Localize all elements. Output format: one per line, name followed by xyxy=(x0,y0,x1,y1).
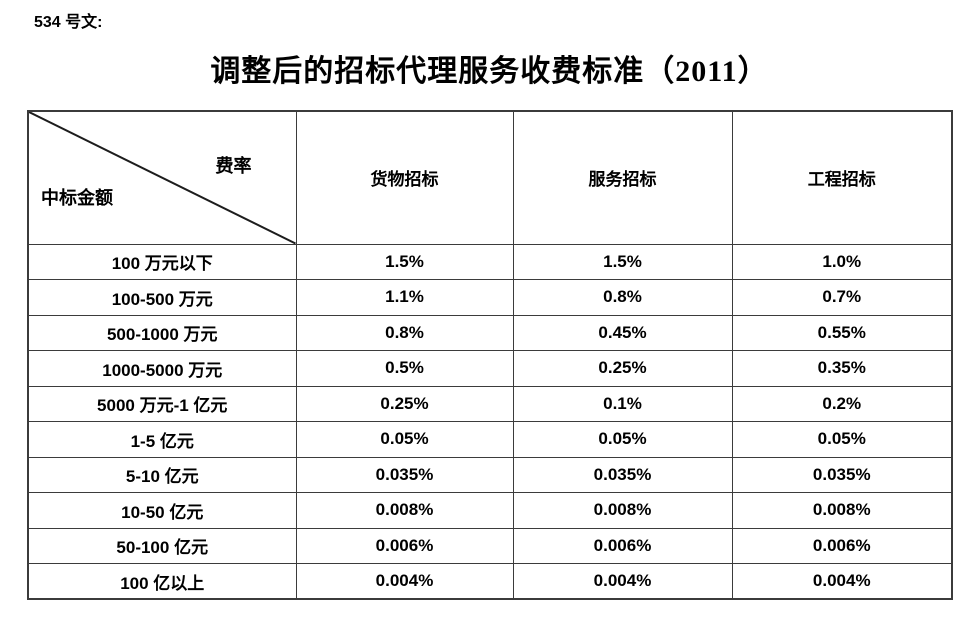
column-header-service-bidding: 服务招标 xyxy=(512,110,733,245)
cell-value: 0.035% xyxy=(512,456,733,493)
cell-value: 1.5% xyxy=(512,243,733,280)
cell-value: 0.004% xyxy=(731,563,953,600)
cell-value: 1.1% xyxy=(295,279,514,316)
cell-value: 0.05% xyxy=(295,421,514,458)
cell-value: 0.2% xyxy=(731,385,953,422)
cell-value: 0.05% xyxy=(512,421,733,458)
cell-value: 1.5% xyxy=(295,243,514,280)
cell-value: 0.008% xyxy=(295,492,514,529)
cell-value: 0.25% xyxy=(295,385,514,422)
cell-value: 0.006% xyxy=(512,527,733,564)
diagonal-divider-line xyxy=(29,112,296,244)
doc-number-label: 534 号文: xyxy=(34,14,103,31)
row-label: 100 亿以上 xyxy=(27,563,297,600)
table-row: 1-5 亿元 0.05% 0.05% 0.05% xyxy=(27,421,953,458)
column-header-engineering-bidding: 工程招标 xyxy=(731,110,953,245)
row-label: 1-5 亿元 xyxy=(27,421,297,458)
row-label: 1000-5000 万元 xyxy=(27,350,297,387)
table-row: 100 亿以上 0.004% 0.004% 0.004% xyxy=(27,563,953,600)
corner-label-rate: 费率 xyxy=(215,156,252,176)
table-header: 费率 中标金额 货物招标 服务招标 工程招标 xyxy=(27,110,953,245)
row-label: 5-10 亿元 xyxy=(27,456,297,493)
row-label: 50-100 亿元 xyxy=(27,527,297,564)
table-row: 1000-5000 万元 0.5% 0.25% 0.35% xyxy=(27,350,953,387)
row-label: 500-1000 万元 xyxy=(27,314,297,351)
corner-label-bid-amount: 中标金额 xyxy=(41,188,113,208)
cell-value: 0.035% xyxy=(731,456,953,493)
row-label: 5000 万元-1 亿元 xyxy=(27,385,297,422)
cell-value: 0.006% xyxy=(731,527,953,564)
row-label: 10-50 亿元 xyxy=(27,492,297,529)
corner-header-cell: 费率 中标金额 xyxy=(27,110,297,245)
cell-value: 0.008% xyxy=(731,492,953,529)
cell-value: 0.45% xyxy=(512,314,733,351)
table-body: 100 万元以下 1.5% 1.5% 1.0% 100-500 万元 1.1% … xyxy=(27,243,953,600)
table-row: 100-500 万元 1.1% 0.8% 0.7% xyxy=(27,279,953,316)
row-label: 100 万元以下 xyxy=(27,243,297,280)
table-row: 5000 万元-1 亿元 0.25% 0.1% 0.2% xyxy=(27,385,953,422)
cell-value: 0.004% xyxy=(512,563,733,600)
cell-value: 0.7% xyxy=(731,279,953,316)
cell-value: 0.1% xyxy=(512,385,733,422)
cell-value: 0.5% xyxy=(295,350,514,387)
table-row: 100 万元以下 1.5% 1.5% 1.0% xyxy=(27,243,953,280)
fee-rate-table: 费率 中标金额 货物招标 服务招标 工程招标 100 万元以下 1.5% 1.5… xyxy=(27,110,953,600)
page-title: 调整后的招标代理服务收费标准（2011） xyxy=(210,55,769,88)
cell-value: 0.004% xyxy=(295,563,514,600)
cell-value: 0.008% xyxy=(512,492,733,529)
cell-value: 0.55% xyxy=(731,314,953,351)
cell-value: 1.0% xyxy=(731,243,953,280)
cell-value: 0.25% xyxy=(512,350,733,387)
cell-value: 0.035% xyxy=(295,456,514,493)
table-row: 50-100 亿元 0.006% 0.006% 0.006% xyxy=(27,527,953,564)
cell-value: 0.35% xyxy=(731,350,953,387)
header-row: 费率 中标金额 货物招标 服务招标 工程招标 xyxy=(27,110,953,245)
column-header-goods-bidding: 货物招标 xyxy=(295,110,514,245)
table-row: 10-50 亿元 0.008% 0.008% 0.008% xyxy=(27,492,953,529)
cell-value: 0.8% xyxy=(295,314,514,351)
cell-value: 0.006% xyxy=(295,527,514,564)
row-label: 100-500 万元 xyxy=(27,279,297,316)
table-row: 500-1000 万元 0.8% 0.45% 0.55% xyxy=(27,314,953,351)
cell-value: 0.8% xyxy=(512,279,733,316)
cell-value: 0.05% xyxy=(731,421,953,458)
table-row: 5-10 亿元 0.035% 0.035% 0.035% xyxy=(27,456,953,493)
